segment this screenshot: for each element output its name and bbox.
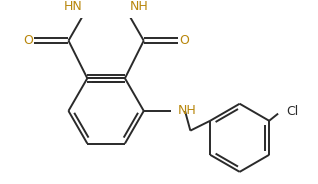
Text: NH: NH bbox=[178, 104, 197, 116]
Text: HN: HN bbox=[64, 0, 83, 13]
Text: NH: NH bbox=[129, 0, 148, 13]
Text: O: O bbox=[23, 34, 33, 47]
Text: O: O bbox=[179, 34, 189, 47]
Text: Cl: Cl bbox=[286, 105, 298, 118]
